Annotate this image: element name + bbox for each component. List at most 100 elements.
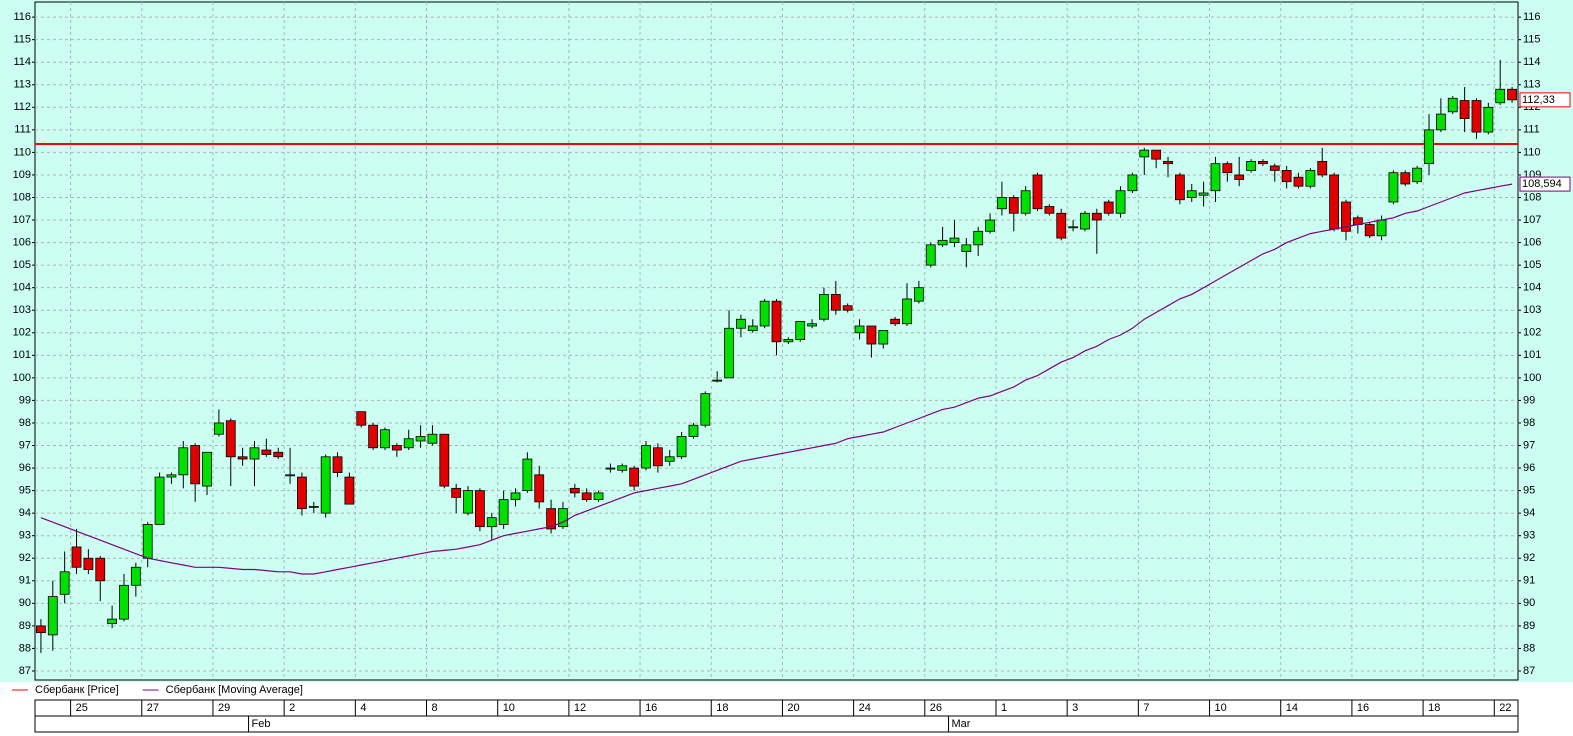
candle-body	[415, 436, 426, 442]
candle-body	[522, 458, 533, 492]
candle-body	[1376, 219, 1387, 237]
candle-body	[1258, 161, 1268, 165]
candle-body	[1151, 149, 1162, 160]
y-tick-label: 100	[13, 372, 31, 384]
candle-body	[605, 467, 616, 470]
x-tick-label: 16	[1357, 702, 1369, 714]
x-tick-label: 8	[432, 702, 438, 714]
y-tick-label: 114	[13, 56, 31, 68]
y-tick-label: 96	[19, 462, 31, 474]
y-tick-label: 95	[19, 485, 31, 497]
candle-body	[119, 584, 129, 620]
y-tick-label: 101	[13, 349, 31, 361]
candle-body	[925, 244, 936, 266]
candle-body	[949, 237, 960, 243]
y-tick-label: 113	[13, 79, 31, 91]
y-tick-label: 103	[13, 304, 31, 316]
candle-body	[190, 445, 201, 485]
x-tick-label: 18	[716, 702, 728, 714]
y-tick-label: 104	[13, 282, 31, 294]
candle-body	[1293, 176, 1304, 187]
candle-body	[285, 474, 295, 477]
y-tick-label: 89	[19, 620, 31, 632]
candle-body	[558, 508, 568, 528]
y2-tick-label: 97	[1523, 439, 1535, 451]
x-tick-label: 25	[76, 702, 88, 714]
candle-body	[973, 230, 984, 246]
y-tick-label: 105	[13, 259, 31, 271]
x-tick-label: 7	[1143, 702, 1149, 714]
y-tick-label: 111	[14, 124, 31, 136]
y2-tick-label: 115	[1523, 34, 1541, 46]
candle-body	[498, 499, 509, 525]
candle-body	[59, 571, 70, 595]
candle-body	[95, 557, 106, 582]
y-tick-label: 106	[13, 236, 31, 248]
y2-tick-label: 99	[1523, 394, 1535, 406]
candle-body	[997, 197, 1007, 210]
candle-body	[130, 566, 141, 586]
candle-body	[1163, 161, 1173, 165]
y-tick-label: 99	[19, 394, 31, 406]
y-tick-label: 92	[19, 552, 31, 564]
candle-body	[320, 456, 331, 514]
candle-body	[213, 422, 224, 435]
y-tick-label: 93	[19, 530, 31, 542]
candle-body	[1044, 206, 1055, 214]
candle-body	[724, 327, 734, 379]
y-tick-label: 109	[13, 169, 31, 181]
y-tick-label: 87	[19, 665, 31, 677]
candle-body	[712, 379, 723, 382]
candle-body	[1281, 170, 1292, 183]
y2-tick-label: 111	[1523, 124, 1540, 136]
candle-body	[71, 546, 82, 568]
candle-body	[47, 596, 58, 636]
y2-tick-label: 89	[1523, 620, 1535, 632]
y-tick-label: 90	[19, 597, 31, 609]
candle-body	[36, 625, 46, 634]
candle-body	[1139, 149, 1150, 158]
candle-body	[1483, 106, 1494, 133]
candle-body	[273, 451, 284, 458]
y2-tick-label: 92	[1523, 552, 1535, 564]
y2-tick-label: 103	[1523, 304, 1541, 316]
candle-body	[1400, 172, 1411, 185]
x-tick-label: 1	[1001, 702, 1007, 714]
y-tick-label: 112	[13, 101, 31, 113]
y2-tick-label: 94	[1523, 507, 1535, 519]
y-tick-label: 116	[13, 11, 31, 23]
candle-body	[1412, 167, 1423, 183]
candle-body	[1032, 174, 1043, 210]
candle-body	[961, 244, 972, 252]
candle-body	[1459, 100, 1470, 119]
y2-tick-label: 114	[1523, 56, 1541, 68]
plot-frame	[34, 1, 1519, 681]
candle-body	[1198, 192, 1209, 196]
y2-tick-label: 90	[1523, 597, 1535, 609]
candle-body	[1305, 170, 1316, 187]
candle-body	[380, 429, 390, 449]
candle-body	[83, 557, 94, 570]
candle-body	[166, 474, 177, 478]
last-value-box	[1519, 176, 1571, 192]
candle-body	[1341, 201, 1351, 232]
candle-body	[593, 492, 604, 501]
candle-body	[546, 508, 556, 530]
y2-tick-label: 87	[1523, 665, 1535, 677]
candle-body	[237, 456, 248, 460]
candle-body	[641, 445, 651, 469]
y-tick-label: 110	[13, 146, 31, 158]
candle-body	[427, 433, 438, 444]
candle-body	[842, 305, 853, 311]
candle-body	[1364, 224, 1375, 237]
candle-body	[534, 474, 545, 503]
candle-body	[736, 318, 746, 329]
candle-body	[1424, 129, 1434, 165]
y2-tick-label: 91	[1523, 575, 1535, 587]
candle-body	[1269, 165, 1280, 171]
candle-body	[297, 476, 307, 510]
candle-body	[1329, 174, 1340, 230]
candle-body	[463, 490, 473, 514]
legend-label: Сбербанк [Moving Average]	[166, 684, 303, 696]
